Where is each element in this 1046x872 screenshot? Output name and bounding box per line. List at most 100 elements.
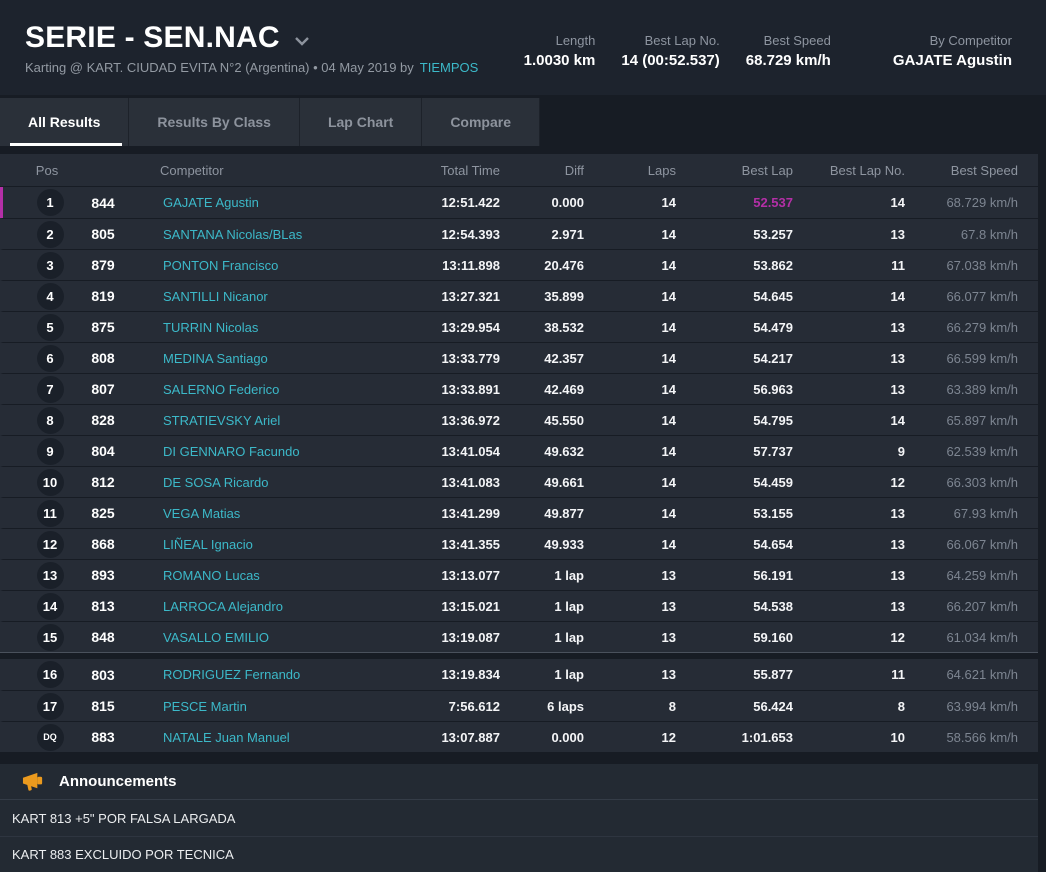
diff: 42.357 [544, 350, 584, 366]
diff: 45.550 [544, 412, 584, 428]
position-badge: 6 [36, 344, 64, 372]
col-best-lap-no: Best Lap No. [829, 162, 905, 178]
competitor-name[interactable]: VEGA Matias [163, 505, 241, 521]
competitor-name[interactable]: TURRIN Nicolas [163, 319, 259, 335]
competitor-name[interactable]: MEDINA Santiago [163, 350, 268, 366]
best-speed: 66.599 km/h [946, 350, 1018, 366]
best-lap-no: 13 [890, 226, 905, 242]
kart-number: 893 [91, 567, 115, 583]
table-row[interactable]: 11 825 VEGA Matias 13:41.299 49.877 14 5… [0, 497, 1038, 528]
best-speed: 64.259 km/h [946, 567, 1018, 583]
competitor-name[interactable]: VASALLO EMILIO [163, 629, 269, 645]
best-speed: 67.93 km/h [953, 505, 1018, 521]
competitor-name[interactable]: SANTANA Nicolas/BLas [163, 226, 303, 242]
best-lap: 53.862 [753, 257, 793, 273]
table-row[interactable]: 8 828 STRATIEVSKY Ariel 13:36.972 45.550… [0, 404, 1038, 435]
results-rows-main: 1 844 GAJATE Agustin 12:51.422 0.000 14 … [0, 187, 1038, 653]
event-stats: Length 1.0030 km Best Lap No. 14 (00:52.… [524, 33, 1012, 69]
diff: 20.476 [544, 257, 584, 273]
best-lap: 59.160 [753, 629, 793, 645]
table-row[interactable]: 4 819 SANTILLI Nicanor 13:27.321 35.899 … [0, 280, 1038, 311]
tab-results-by-class[interactable]: Results By Class [129, 98, 300, 146]
table-row[interactable]: 14 813 LARROCA Alejandro 13:15.021 1 lap… [0, 590, 1038, 621]
event-subtitle-text: Karting @ KART. CIUDAD EVITA N°2 (Argent… [25, 59, 414, 75]
best-speed: 62.539 km/h [946, 443, 1018, 459]
kart-number: 812 [91, 474, 115, 490]
competitor-name[interactable]: ROMANO Lucas [163, 567, 260, 583]
laps: 8 [668, 698, 676, 714]
kart-number: 813 [91, 598, 115, 614]
total-time: 13:19.834 [441, 667, 500, 682]
table-row[interactable]: 12 868 LIÑEAL Ignacio 13:41.355 49.933 1… [0, 528, 1038, 559]
table-row[interactable]: 5 875 TURRIN Nicolas 13:29.954 38.532 14… [0, 311, 1038, 342]
kart-number: 803 [91, 666, 115, 683]
best-lap-no: 14 [890, 412, 905, 428]
tab-all-results[interactable]: All Results [0, 98, 130, 146]
tab-label: Compare [450, 114, 511, 130]
table-row[interactable]: 15 848 VASALLO EMILIO 13:19.087 1 lap 13… [0, 621, 1038, 652]
stat-value: 1.0030 km [523, 51, 596, 69]
best-lap-no: 13 [890, 567, 905, 583]
best-lap-no: 12 [890, 629, 905, 645]
best-speed: 67.038 km/h [946, 257, 1018, 273]
position-badge: DQ [36, 723, 64, 751]
total-time: 13:27.321 [441, 288, 500, 304]
competitor-name[interactable]: STRATIEVSKY Ariel [163, 412, 281, 428]
best-speed: 66.077 km/h [946, 288, 1018, 304]
competitor-name[interactable]: PONTON Francisco [163, 257, 279, 273]
chevron-down-icon[interactable] [294, 36, 310, 46]
stat-label: Best Speed [763, 32, 831, 48]
table-row[interactable]: 6 808 MEDINA Santiago 13:33.779 42.357 1… [0, 342, 1038, 373]
best-lap-no: 13 [890, 536, 905, 552]
position-badge: 15 [36, 623, 64, 651]
tab-lap-chart[interactable]: Lap Chart [300, 98, 423, 146]
header-stat: Best Lap No. 14 (00:52.537) [621, 33, 719, 69]
competitor-name[interactable]: SALERNO Federico [163, 381, 280, 397]
competitor-name[interactable]: NATALE Juan Manuel [163, 729, 290, 745]
kart-number: 875 [91, 319, 115, 335]
total-time: 13:07.887 [441, 729, 500, 745]
best-lap: 1:01.653 [741, 729, 793, 745]
laps: 14 [661, 350, 676, 366]
best-lap-no: 11 [891, 667, 905, 682]
competitor-name[interactable]: PESCE Martin [163, 698, 247, 714]
laps: 14 [661, 412, 676, 428]
competitor-name[interactable]: DE SOSA Ricardo [163, 474, 269, 490]
table-row[interactable]: 16 803 RODRIGUEZ Fernando 13:19.834 1 la… [0, 659, 1038, 690]
competitor-name[interactable]: DI GENNARO Facundo [163, 443, 300, 459]
competitor-name[interactable]: RODRIGUEZ Fernando [163, 667, 301, 682]
laps: 14 [661, 226, 676, 242]
timekeeper-link[interactable]: TIEMPOS [419, 59, 479, 75]
diff: 1 lap [554, 598, 584, 614]
table-row[interactable]: 17 815 PESCE Martin 7:56.612 6 laps 8 56… [0, 690, 1038, 721]
best-lap: 56.424 [753, 698, 793, 714]
table-row[interactable]: 2 805 SANTANA Nicolas/BLas 12:54.393 2.9… [0, 218, 1038, 249]
competitor-name[interactable]: LIÑEAL Ignacio [163, 536, 253, 552]
competitor-name[interactable]: GAJATE Agustin [163, 195, 259, 210]
kart-number: 808 [91, 350, 115, 366]
col-pos: Pos [35, 162, 59, 178]
tab-compare[interactable]: Compare [422, 98, 540, 146]
total-time: 13:11.898 [442, 257, 500, 273]
best-speed: 64.621 km/h [946, 667, 1018, 682]
competitor-name[interactable]: SANTILLI Nicanor [163, 288, 268, 304]
best-lap-no: 13 [890, 319, 905, 335]
table-row[interactable]: DQ 883 NATALE Juan Manuel 13:07.887 0.00… [0, 721, 1038, 752]
diff: 1 lap [554, 629, 584, 645]
kart-number: 848 [91, 629, 115, 645]
table-row[interactable]: 7 807 SALERNO Federico 13:33.891 42.469 … [0, 373, 1038, 404]
best-speed: 61.034 km/h [946, 629, 1018, 645]
diff: 49.632 [544, 443, 584, 459]
table-row[interactable]: 9 804 DI GENNARO Facundo 13:41.054 49.63… [0, 435, 1038, 466]
table-row[interactable]: 3 879 PONTON Francisco 13:11.898 20.476 … [0, 249, 1038, 280]
diff: 42.469 [544, 381, 584, 397]
col-best-lap: Best Lap [741, 162, 793, 178]
diff: 6 laps [547, 698, 584, 714]
competitor-name[interactable]: LARROCA Alejandro [163, 598, 283, 614]
table-row[interactable]: 1 844 GAJATE Agustin 12:51.422 0.000 14 … [0, 187, 1038, 218]
table-row[interactable]: 13 893 ROMANO Lucas 13:13.077 1 lap 13 5… [0, 559, 1038, 590]
position-badge: 16 [36, 661, 64, 688]
table-row[interactable]: 10 812 DE SOSA Ricardo 13:41.083 49.661 … [0, 466, 1038, 497]
laps: 14 [661, 474, 676, 490]
col-best-speed: Best Speed [950, 162, 1018, 178]
